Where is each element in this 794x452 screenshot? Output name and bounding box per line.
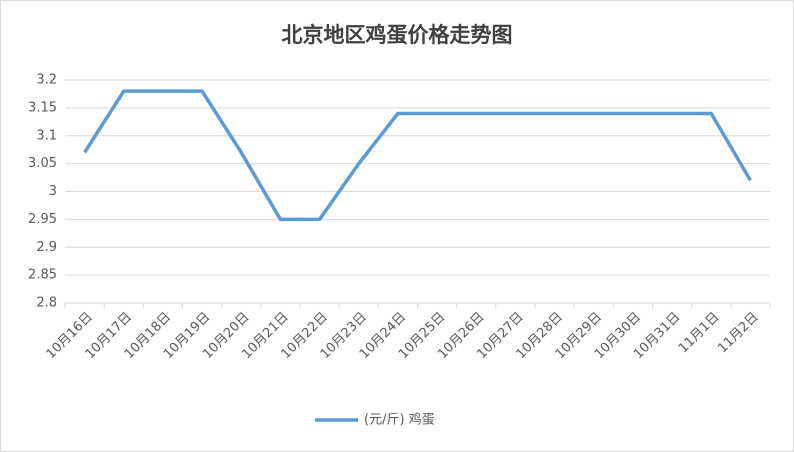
y-tick-label: 2.8 [36, 296, 57, 311]
chart-title: 北京地区鸡蛋价格走势图 [282, 23, 513, 47]
y-tick-label: 3 [49, 184, 57, 199]
y-tick-label: 2.85 [28, 268, 57, 283]
y-tick-label: 2.9 [36, 240, 57, 255]
y-tick-label: 3.2 [36, 73, 57, 88]
line-series [83, 89, 752, 222]
y-tick-label: 2.95 [28, 212, 57, 227]
y-tick-label: 3.1 [36, 128, 57, 143]
y-tick-label: 3.05 [28, 156, 57, 171]
legend-label: (元/斤) 鸡蛋 [364, 412, 435, 428]
y-tick-label: 3.15 [28, 100, 57, 115]
